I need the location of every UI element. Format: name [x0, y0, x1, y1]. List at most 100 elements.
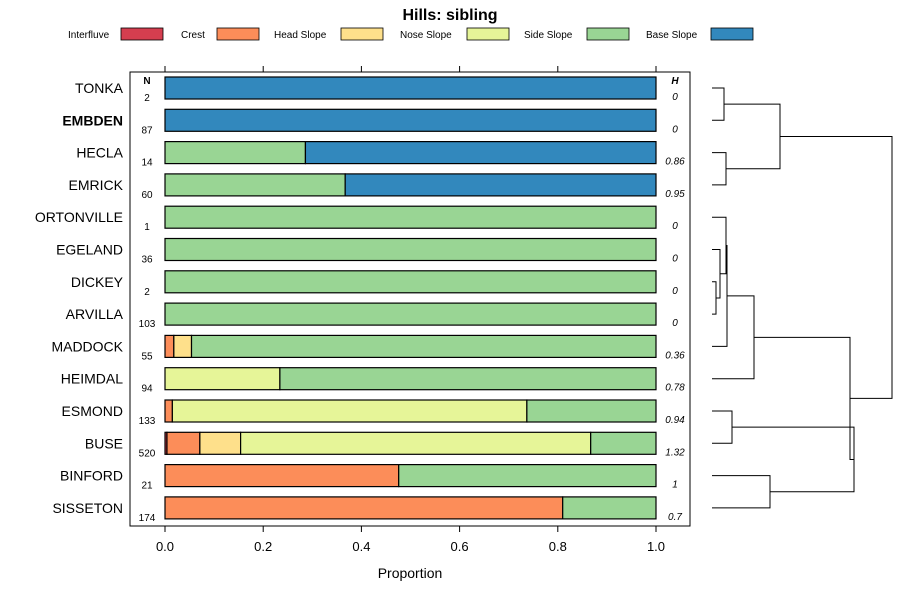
bar-esmond-side-slope — [526, 399, 657, 423]
legend-swatch-base-slope — [710, 27, 754, 41]
n-value-heimdal: 94 — [141, 384, 153, 395]
row-label-dickey: DICKEY — [71, 274, 124, 290]
bar-sisseton-crest — [164, 496, 564, 520]
bar-buse-crest — [166, 431, 201, 455]
row-labels: TONKA EMBDEN HECLA EMRICK ORTONVILLE EGELAND D… — [35, 80, 124, 516]
x-tick-label: 0.0 — [156, 539, 174, 554]
n-value-binford: 21 — [141, 481, 153, 492]
row-label-embden: EMBDEN — [62, 112, 123, 128]
bar-embden-base-slope — [164, 108, 657, 132]
bar-buse-side-slope — [590, 431, 657, 455]
n-value-tonka: 2 — [144, 93, 150, 104]
bar-maddock-crest — [164, 334, 175, 358]
row-label-arvilla: ARVILLA — [66, 306, 124, 322]
n-value-arvilla: 103 — [139, 319, 156, 330]
h-value-binford: 1 — [672, 480, 678, 491]
bar-hecla-side-slope — [164, 141, 307, 165]
bars — [164, 76, 657, 520]
h-header: H — [671, 76, 679, 87]
legend-label-nose-slope: Nose Slope — [400, 30, 452, 41]
row-label-heimdal: HEIMDAL — [61, 371, 123, 387]
x-axis: 0.0 0.2 0.4 0.6 0.8 1.0 — [156, 66, 665, 554]
x-axis-title: Proportion — [378, 565, 443, 581]
x-tick-label: 1.0 — [647, 539, 665, 554]
n-value-dickey: 2 — [144, 287, 150, 298]
h-value-esmond: 0.94 — [665, 415, 685, 426]
legend: Interfluve Crest Head Slope Nose Slope Side … — [68, 27, 754, 41]
dendro-link-binford-sisseton — [712, 475, 771, 509]
n-value-hecla: 14 — [141, 158, 153, 169]
plot-frame — [129, 71, 691, 527]
h-value-embden: 0 — [672, 124, 678, 135]
n-header: N — [143, 76, 150, 87]
h-value-dickey: 0 — [672, 286, 678, 297]
x-tick-label: 0.8 — [549, 539, 567, 554]
dendrogram — [712, 87, 893, 509]
dendro-link-heimdal — [712, 295, 755, 380]
legend-label-base-slope: Base Slope — [646, 30, 698, 41]
legend-label-side-slope: Side Slope — [524, 30, 573, 41]
bar-arvilla-side-slope — [164, 302, 657, 326]
dendro-link-group-c — [732, 426, 855, 493]
bar-maddock-side-slope — [190, 334, 657, 358]
chart-title: Hills: sibling — [402, 7, 497, 24]
row-label-maddock: MADDOCK — [51, 338, 123, 354]
dendro-link-group-b — [754, 336, 854, 460]
row-label-tonka: TONKA — [75, 80, 124, 96]
h-value-egeland: 0 — [672, 254, 678, 265]
legend-label-crest: Crest — [181, 30, 205, 41]
h-value-maddock: 0.36 — [665, 350, 685, 361]
n-value-embden: 87 — [141, 125, 153, 136]
n-value-esmond: 133 — [139, 416, 156, 427]
legend-swatch-head-slope — [340, 27, 384, 41]
legend-swatch-interfluve — [120, 27, 164, 41]
bar-ortonville-side-slope — [164, 205, 657, 229]
legend-swatch-side-slope — [586, 27, 630, 41]
n-value-emrick: 60 — [141, 190, 153, 201]
h-value-heimdal: 0.78 — [665, 383, 685, 394]
h-value-emrick: 0.95 — [665, 189, 685, 200]
dendro-link-tonka-embden — [712, 87, 725, 121]
legend-label-interfluve: Interfluve — [68, 30, 110, 41]
row-label-binford: BINFORD — [60, 468, 123, 484]
dendro-link-hecla-emrick — [712, 152, 727, 186]
bar-buse-head-slope — [199, 431, 242, 455]
dendro-link-root — [780, 135, 893, 399]
row-label-ortonville: ORTONVILLE — [35, 209, 123, 225]
bar-heimdal-nose-slope — [164, 367, 281, 391]
bar-buse-nose-slope — [240, 431, 592, 455]
h-value-hecla: 0.86 — [665, 157, 685, 168]
bar-emrick-base-slope — [344, 173, 657, 197]
bar-tonka-base-slope — [164, 76, 657, 100]
row-label-emrick: EMRICK — [69, 177, 124, 193]
row-label-sisseton: SISSETON — [52, 500, 123, 516]
x-tick-label: 0.4 — [352, 539, 370, 554]
h-value-ortonville: 0 — [672, 221, 678, 232]
n-value-buse: 520 — [139, 448, 156, 459]
n-value-sisseton: 174 — [139, 513, 156, 524]
bar-hecla-base-slope — [304, 141, 657, 165]
legend-label-head-slope: Head Slope — [274, 30, 327, 41]
bar-dickey-side-slope — [164, 270, 657, 294]
dendro-link-esmond-buse — [712, 410, 733, 444]
bar-sisseton-side-slope — [562, 496, 657, 520]
bar-esmond-crest — [164, 399, 173, 423]
bar-binford-crest — [164, 464, 400, 488]
legend-swatch-crest — [216, 27, 260, 41]
n-value-maddock: 55 — [141, 351, 153, 362]
n-value-ortonville: 1 — [144, 222, 150, 233]
h-value-arvilla: 0 — [672, 318, 678, 329]
n-column: 2 87 14 60 1 36 2 103 55 94 133 520 21 174 — [139, 93, 156, 524]
h-value-buse: 1.32 — [665, 447, 685, 458]
row-label-buse: BUSE — [85, 435, 123, 451]
dendro-link-ortonville — [712, 216, 727, 275]
bar-maddock-head-slope — [173, 334, 193, 358]
row-label-hecla: HECLA — [76, 145, 123, 161]
n-value-egeland: 36 — [141, 255, 153, 266]
h-column: 0 0 0.86 0.95 0 0 0 0 0.36 0.78 0.94 1.32 1 0.7 — [665, 92, 685, 523]
dendro-link-dickey-arvilla — [712, 281, 717, 315]
bar-emrick-side-slope — [164, 173, 346, 197]
bar-egeland-side-slope — [164, 237, 657, 262]
bar-esmond-nose-slope — [171, 399, 528, 423]
